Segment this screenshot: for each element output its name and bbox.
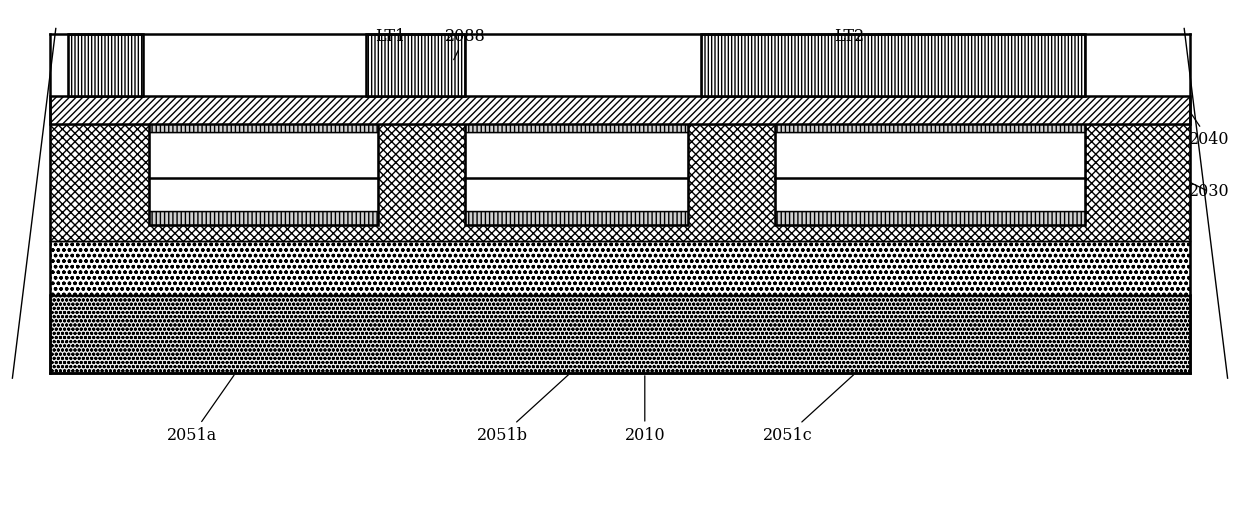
Bar [775,211,1085,225]
Bar [775,118,1085,225]
Bar [775,132,1085,211]
Bar [50,295,1190,373]
Bar [465,211,688,225]
Text: 2010: 2010 [625,376,665,443]
Bar [149,118,378,132]
Bar [775,118,1085,132]
Bar [465,118,688,225]
Text: 2051c: 2051c [763,375,853,443]
Bar [465,118,688,132]
Bar [68,34,143,96]
Text: 2040: 2040 [1189,111,1229,148]
Bar [50,124,1190,241]
Bar [149,132,378,211]
Bar [149,118,378,225]
Bar [366,34,465,96]
Text: LT1: LT1 [376,28,413,45]
Text: 2051a: 2051a [167,375,234,443]
Bar [701,34,1085,96]
Text: 2051b: 2051b [476,375,568,443]
Text: LT2: LT2 [835,28,890,45]
Bar [149,211,378,225]
Bar [366,34,465,96]
Bar [68,34,143,96]
Bar [465,132,688,211]
Text: 2088: 2088 [445,28,485,60]
Bar [701,34,1085,96]
Text: 2030: 2030 [1189,182,1229,200]
Bar [50,241,1190,295]
Bar [50,96,1190,124]
